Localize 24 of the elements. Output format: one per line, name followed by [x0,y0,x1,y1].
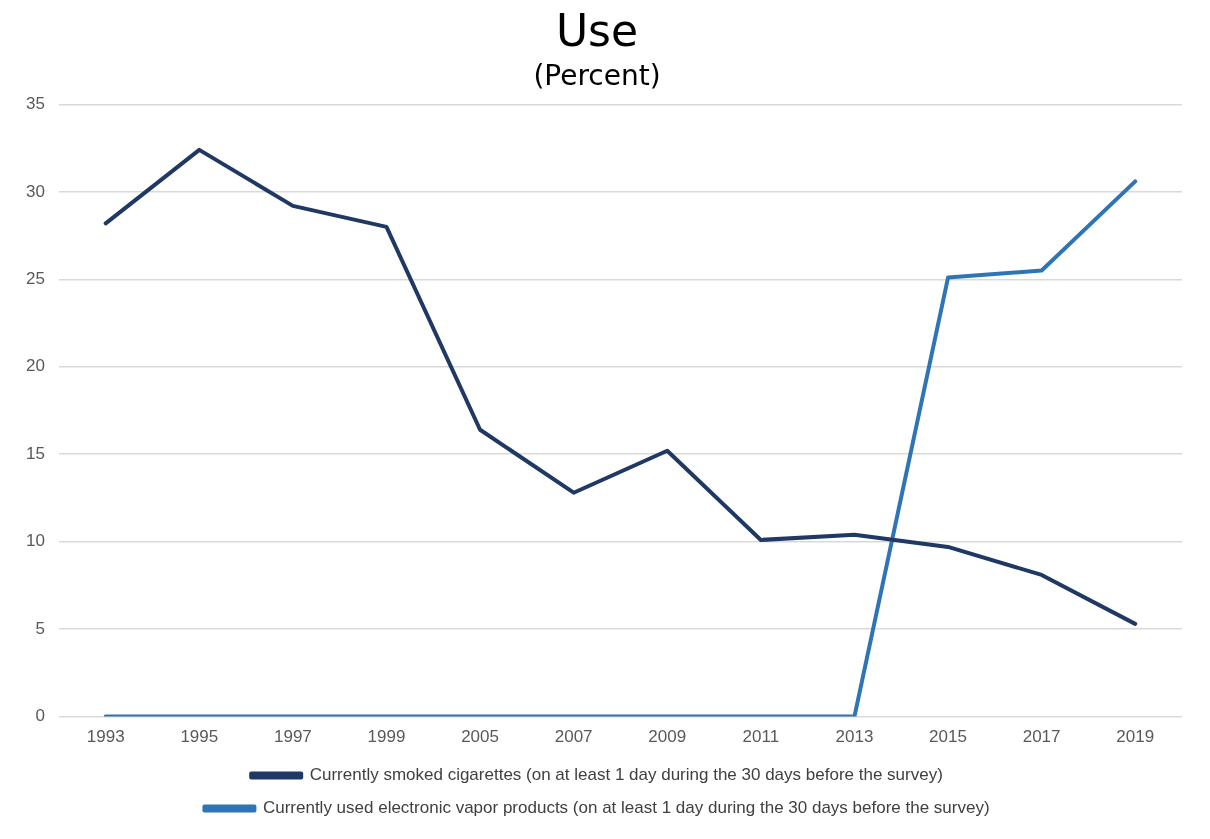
x-tick-label: 2007 [554,727,593,747]
x-tick-label: 1997 [273,727,312,747]
x-tick-label: 2017 [1022,727,1061,747]
y-tick-label: 20 [25,356,45,376]
legend-label: Currently used electronic vapor products (on at least 1 day during the 30 days before the survey) [262,798,990,818]
y-tick-label: 10 [25,531,45,551]
y-tick-label: 5 [35,618,45,638]
y-tick-label: 0 [35,706,45,726]
y-tick-label: 15 [25,443,45,463]
x-tick-label: 1993 [86,727,125,747]
x-tick-label: 2013 [835,727,874,747]
legend-label: Currently smoked cigarettes (on at least 1 day during the 30 days before the survey) [309,765,943,785]
chart-title: Use [555,4,639,56]
x-tick-label: 2011 [742,727,780,747]
x-tick-label: 2019 [1116,727,1155,747]
x-tick-label: 1999 [367,727,406,747]
y-tick-label: 25 [25,269,45,288]
x-tick-label: 2009 [648,727,687,747]
x-tick-label: 1995 [180,727,219,747]
x-tick-label: 2005 [461,727,499,747]
x-tick-label: 2015 [929,727,967,747]
y-tick-label: 35 [25,94,45,114]
chart-subtitle: (Percent) [533,58,661,92]
y-tick-label: 30 [25,181,45,201]
